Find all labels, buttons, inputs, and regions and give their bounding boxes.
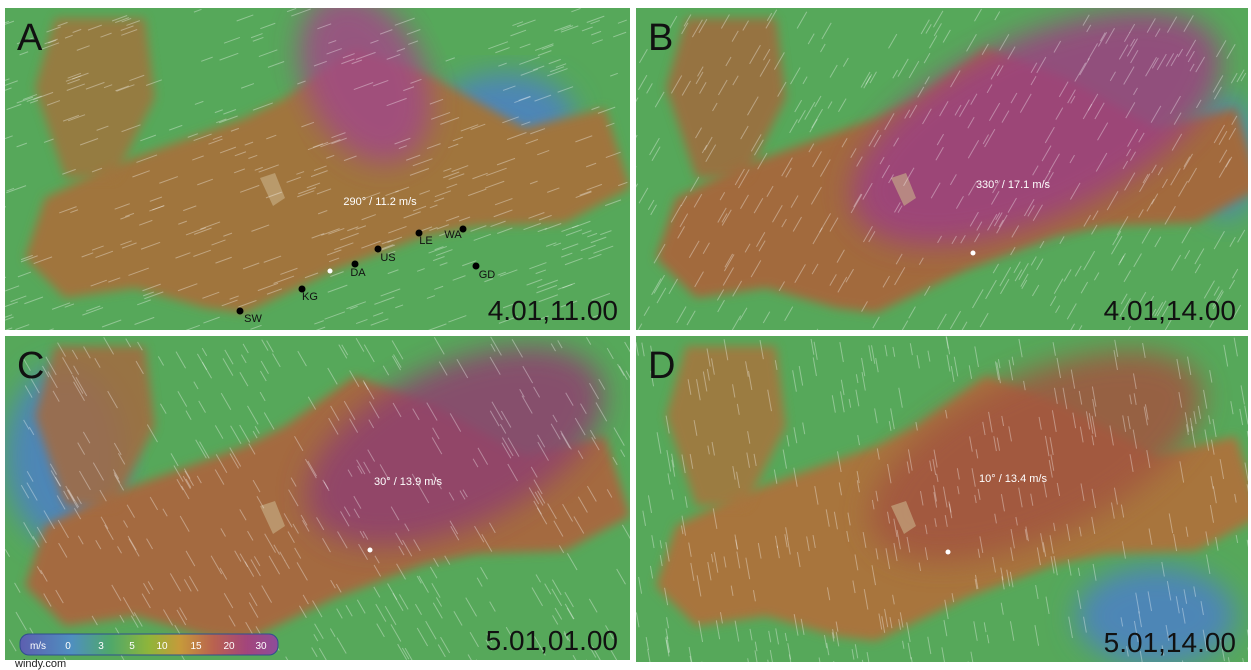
timestamp: 4.01,14.00 <box>1104 295 1236 326</box>
station-label: WA <box>444 229 462 241</box>
figure: A 4.01,11.00 290° / 11.2 m/s SW KG DA US LE WA GD… <box>0 0 1251 670</box>
station-label: SW <box>244 313 262 325</box>
legend: m/s 0 3 5 10 15 20 30 <box>20 634 278 655</box>
credit: windy.com <box>14 658 66 670</box>
location-dot <box>328 269 333 274</box>
location-dot <box>971 251 976 256</box>
panel-letter: D <box>648 345 675 387</box>
wind-streak <box>476 660 484 670</box>
legend-value: 0 <box>65 641 71 652</box>
wind-streak <box>702 662 706 670</box>
station-label: KG <box>302 291 318 303</box>
legend-unit: m/s <box>30 641 46 652</box>
map-layer <box>636 307 1251 670</box>
station-label: DA <box>350 267 366 279</box>
station-marker <box>237 308 244 315</box>
wind-streak <box>968 662 971 670</box>
wind-streak <box>1141 662 1144 670</box>
map-panel: C 5.01,01.00 30° / 13.9 m/s <box>5 306 634 670</box>
wind-streak <box>586 660 592 670</box>
panel-letter: A <box>17 17 43 59</box>
map-panel: A 4.01,11.00 290° / 11.2 m/s SW KG DA US LE WA GD <box>0 0 630 333</box>
legend-value: 5 <box>129 641 135 652</box>
map-panel: D 5.01,14.00 10° / 13.4 m/s <box>636 307 1251 670</box>
wind-streak <box>630 166 636 176</box>
map-panel: B 4.01,14.00 330° / 17.1 m/s <box>630 0 1251 343</box>
wind-reading: 30° / 13.9 m/s <box>374 476 442 488</box>
legend-bar <box>20 634 278 655</box>
wind-reading: 290° / 11.2 m/s <box>343 196 417 208</box>
legend-value: 20 <box>223 641 235 652</box>
timestamp: 5.01,14.00 <box>1104 627 1236 658</box>
location-dot <box>368 548 373 553</box>
panel-letter: B <box>648 17 673 59</box>
legend-value: 30 <box>255 641 267 652</box>
wind-streak <box>0 304 5 308</box>
timestamp: 5.01,01.00 <box>486 625 618 656</box>
legend-value: 3 <box>98 641 104 652</box>
legend-value: 15 <box>190 641 202 652</box>
station-label: GD <box>479 269 496 281</box>
location-dot <box>946 550 951 555</box>
legend-value: 10 <box>156 641 168 652</box>
map-layer <box>630 0 1251 343</box>
station-label: US <box>380 252 395 264</box>
map-layer <box>0 0 630 333</box>
panel-letter: C <box>17 345 44 387</box>
wind-reading: 10° / 13.4 m/s <box>979 473 1047 485</box>
station-label: LE <box>419 235 432 247</box>
wind-reading: 330° / 17.1 m/s <box>976 179 1051 191</box>
wind-streak <box>834 661 837 670</box>
timestamp: 4.01,11.00 <box>488 295 618 326</box>
map-layer <box>5 306 634 670</box>
